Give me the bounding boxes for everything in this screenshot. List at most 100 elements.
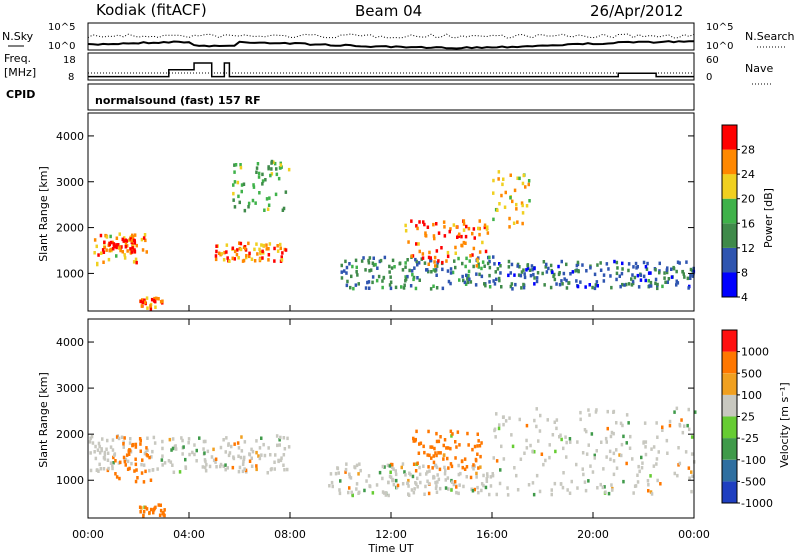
heatmap-cell	[252, 185, 256, 189]
heatmap-cell	[640, 455, 643, 460]
heatmap-cell	[163, 461, 167, 465]
heatmap-cell	[267, 258, 270, 262]
heatmap-cell	[93, 450, 96, 454]
noise-search-line	[87, 33, 695, 39]
heatmap-cell	[115, 236, 119, 240]
heatmap-cell	[346, 279, 349, 284]
heatmap-cell	[163, 508, 166, 512]
heatmap-cell	[146, 306, 149, 310]
heatmap-cell	[112, 461, 115, 465]
heatmap-cell	[654, 277, 658, 282]
heatmap-cell	[481, 240, 484, 245]
heatmap-cell	[407, 478, 410, 483]
heatmap-cell	[430, 270, 433, 274]
heatmap-cell	[483, 225, 487, 230]
heatmap-cell	[112, 242, 116, 246]
heatmap-cell	[546, 418, 549, 422]
heatmap-cell	[348, 262, 351, 266]
power-heatmap	[93, 159, 696, 311]
heatmap-cell	[480, 441, 483, 445]
heatmap-cell	[154, 305, 157, 309]
heatmap-cell	[535, 424, 538, 429]
heatmap-cell	[454, 265, 457, 270]
heatmap-cell	[233, 180, 237, 184]
heatmap-cell	[469, 280, 473, 284]
heatmap-cell	[104, 233, 107, 238]
heatmap-cell	[511, 199, 514, 204]
heatmap-cell	[646, 261, 649, 266]
heatmap-cell	[171, 437, 175, 441]
heatmap-cell	[665, 268, 669, 272]
heatmap-cell	[498, 202, 501, 206]
heatmap-cell	[168, 437, 172, 442]
heatmap-cell	[115, 243, 118, 247]
heatmap-cell	[412, 275, 416, 280]
heatmap-cell	[118, 232, 121, 236]
heatmap-cell	[441, 286, 445, 291]
heatmap-cell	[279, 435, 282, 440]
heatmap-cell	[133, 248, 136, 252]
heatmap-cell	[198, 436, 201, 440]
heatmap-cell	[417, 261, 421, 265]
heatmap-cell	[348, 486, 351, 490]
x-tick-label: 08:00	[274, 528, 306, 541]
heatmap-cell	[150, 297, 154, 302]
heatmap-cell	[498, 262, 501, 266]
heatmap-cell	[644, 452, 648, 457]
heatmap-cell	[338, 488, 341, 492]
heatmap-cell	[161, 439, 164, 444]
heatmap-cell	[677, 446, 680, 450]
heatmap-cell	[275, 172, 279, 177]
noise-left-tick-bottom: 10^0	[48, 41, 75, 52]
heatmap-cell	[531, 268, 534, 272]
heatmap-cell	[101, 248, 105, 252]
heatmap-cell	[129, 235, 133, 239]
heatmap-cell	[356, 273, 359, 277]
heatmap-cell	[477, 265, 480, 269]
heatmap-cell	[112, 455, 115, 460]
heatmap-cell	[367, 474, 371, 478]
heatmap-cell	[562, 471, 565, 475]
heatmap-cell	[126, 459, 130, 464]
heatmap-cell	[498, 481, 502, 486]
heatmap-cell	[510, 433, 513, 437]
heatmap-cell	[601, 485, 605, 490]
heatmap-cell	[585, 452, 589, 456]
heatmap-cell	[606, 409, 609, 414]
heatmap-cell	[433, 236, 436, 241]
heatmap-cell	[182, 445, 185, 449]
heatmap-cell	[225, 436, 228, 440]
heatmap-cell	[479, 465, 482, 469]
heatmap-cell	[233, 205, 237, 209]
heatmap-cell	[148, 455, 151, 460]
heatmap-cell	[466, 431, 469, 436]
heatmap-cell	[263, 208, 266, 212]
heatmap-cell	[219, 445, 223, 450]
freq-right-tick-bottom: 0	[706, 72, 712, 83]
heatmap-cell	[458, 483, 461, 487]
heatmap-cell	[688, 476, 691, 480]
heatmap-cell	[457, 463, 460, 468]
heatmap-cell	[446, 250, 450, 255]
heatmap-cell	[582, 472, 585, 477]
heatmap-cell	[628, 446, 632, 450]
heatmap-cell	[262, 442, 265, 447]
heatmap-cell	[347, 490, 350, 495]
heatmap-cell	[655, 421, 658, 425]
heatmap-cell	[239, 165, 243, 170]
heatmap-cell	[111, 466, 114, 471]
heatmap-cell	[469, 254, 472, 258]
heatmap-cell	[121, 250, 124, 254]
heatmap-cell	[131, 247, 135, 252]
heatmap-cell	[561, 282, 564, 286]
heatmap-cell	[134, 442, 138, 447]
colorbar-tick-label: 8	[741, 266, 748, 279]
heatmap-cell	[150, 455, 153, 459]
heatmap-cell	[434, 264, 437, 268]
heatmap-cell	[437, 477, 441, 482]
heatmap-cell	[472, 264, 475, 269]
heatmap-cell	[478, 219, 481, 223]
heatmap-cell	[428, 453, 431, 458]
heatmap-cell	[267, 203, 271, 207]
heatmap-cell	[122, 455, 126, 460]
